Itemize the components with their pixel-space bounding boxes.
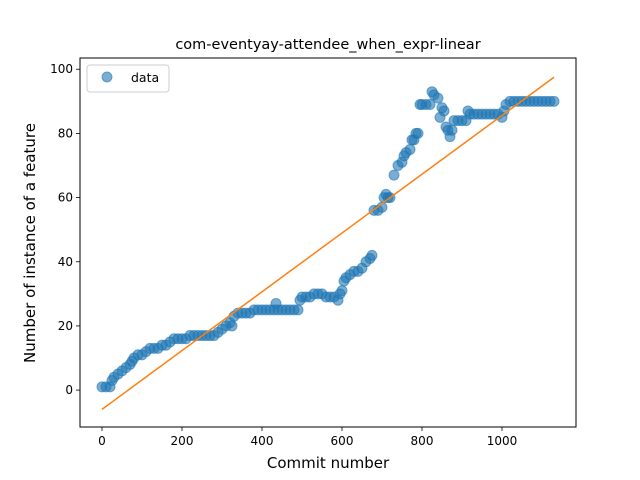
- y-tick-label: 100: [50, 62, 73, 76]
- data-point: [424, 99, 436, 111]
- legend: data: [86, 64, 170, 93]
- data-point: [432, 92, 444, 104]
- data-point: [366, 249, 378, 261]
- x-tick-label: 600: [331, 434, 354, 448]
- x-tick-label: 400: [251, 434, 274, 448]
- data-point: [404, 143, 416, 155]
- data-point: [226, 320, 238, 332]
- legend-label-data: data: [131, 70, 159, 85]
- data-point: [412, 127, 424, 139]
- x-axis-ticks: 0 200 400 600 800 1000: [98, 427, 517, 448]
- y-tick-label: 20: [58, 319, 73, 333]
- x-tick-label: 800: [411, 434, 434, 448]
- y-axis-ticks: 0 20 40 60 80 100: [50, 62, 80, 397]
- data-point: [548, 95, 560, 107]
- x-tick-label: 1000: [487, 434, 518, 448]
- data-point: [438, 105, 450, 117]
- y-tick-label: 80: [58, 126, 73, 140]
- chart-title: com-eventyay-attendee_when_expr-linear: [175, 37, 480, 53]
- x-axis-label: Commit number: [267, 454, 390, 472]
- data-point: [446, 124, 458, 136]
- data-point: [292, 304, 304, 316]
- plot-frame: [79, 57, 577, 428]
- x-tick-label: 0: [98, 434, 106, 448]
- legend-marker-data: [101, 71, 113, 83]
- y-axis-label: Number of instance of a feature: [21, 123, 39, 363]
- data-point: [388, 169, 400, 181]
- fit-line: [101, 76, 555, 410]
- x-tick-label: 200: [171, 434, 194, 448]
- y-tick-label: 0: [65, 383, 73, 397]
- y-tick-label: 40: [58, 255, 73, 269]
- data-point: [336, 285, 348, 297]
- y-tick-label: 60: [58, 191, 73, 205]
- plot-marks: [96, 76, 560, 410]
